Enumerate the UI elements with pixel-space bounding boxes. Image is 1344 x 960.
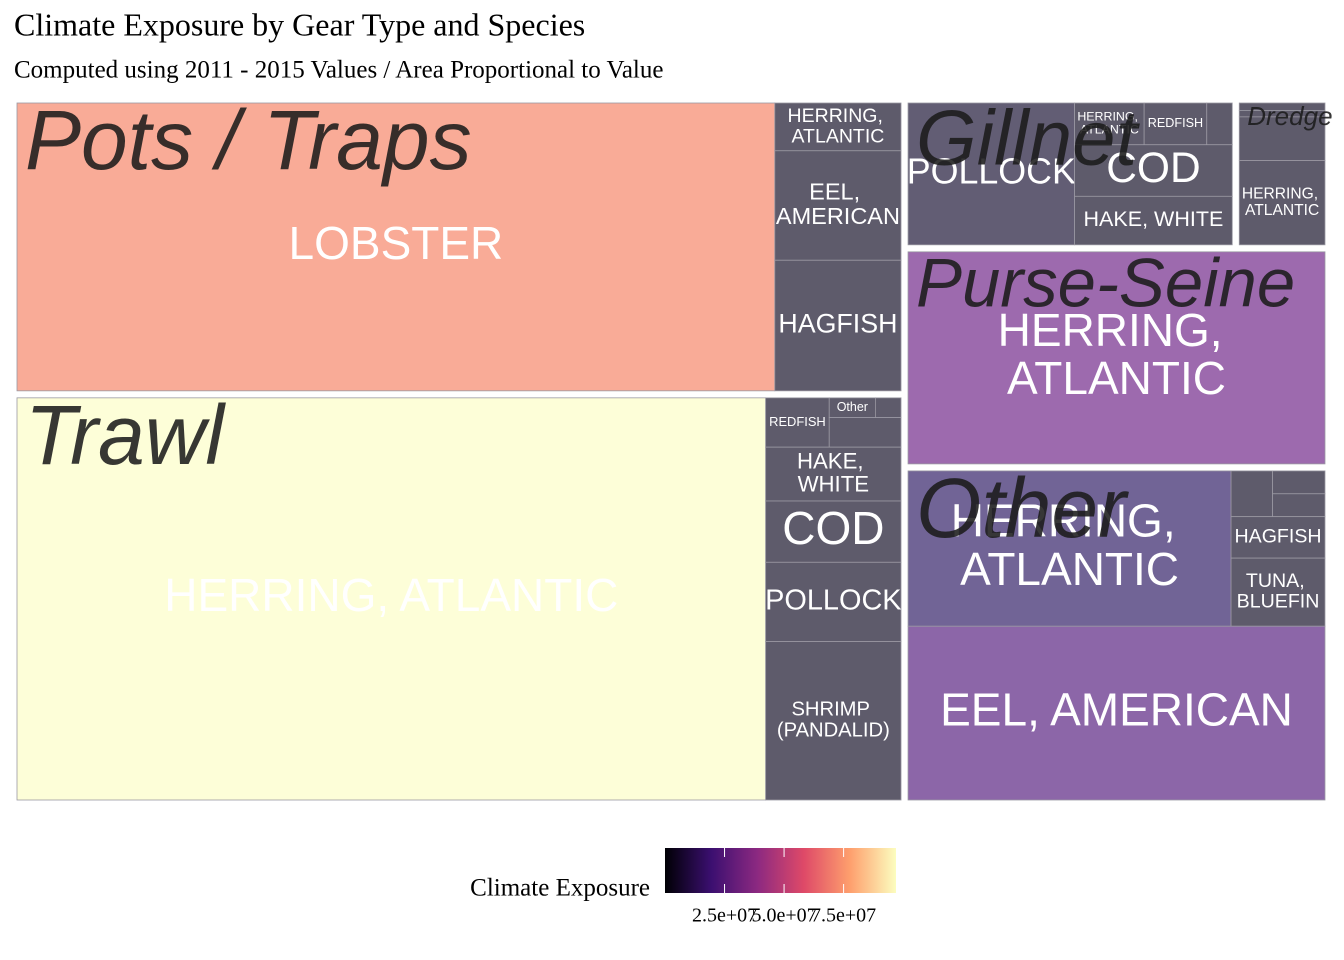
tile-label: Other xyxy=(837,400,868,414)
tile xyxy=(774,150,902,261)
tile xyxy=(907,470,1232,627)
tile-label: HAKE, WHITE xyxy=(797,448,870,496)
tile-label: HAGFISH xyxy=(1234,526,1321,548)
tile xyxy=(1206,102,1233,146)
chart-title: Climate Exposure by Gear Type and Specie… xyxy=(14,6,585,42)
tile xyxy=(828,417,902,448)
tile xyxy=(774,259,902,392)
tile-label: EEL, AMERICAN xyxy=(776,178,900,229)
tile-label: SHRIMP (PANDALID) xyxy=(777,698,890,741)
tile-label: HERRING, ATLANTIC xyxy=(951,495,1189,595)
tile-label: TUNA, BLUEFIN xyxy=(1237,570,1320,613)
tile-label: HERRING, ATLANTIC xyxy=(788,105,889,148)
tile-label: HAKE, WHITE xyxy=(1084,207,1224,231)
tile xyxy=(1272,493,1326,518)
tile xyxy=(1143,102,1208,146)
tile xyxy=(1074,195,1233,246)
tile-label: POLLOCK xyxy=(765,585,901,617)
tile xyxy=(774,102,902,152)
tile xyxy=(1238,160,1326,246)
tile-label: HERRING, ATLANTIC xyxy=(1077,110,1141,137)
tile xyxy=(1272,470,1326,495)
tile xyxy=(1230,557,1326,627)
tile xyxy=(1238,116,1326,161)
tile-label: HERRING, ATLANTIC xyxy=(998,304,1236,404)
tile-label: HERRING, ATLANTIC xyxy=(1242,186,1323,219)
tile xyxy=(1074,144,1233,197)
tile xyxy=(765,561,902,642)
group-label: Purse-Seine xyxy=(916,244,1295,321)
group-label: Pots / Traps xyxy=(25,93,472,187)
tile-label: HERRING, ATLANTIC xyxy=(164,569,618,621)
colorbar xyxy=(665,848,896,893)
tile xyxy=(1074,102,1145,146)
group-label: Other xyxy=(916,461,1129,555)
tile xyxy=(765,641,902,801)
tile xyxy=(765,500,902,563)
tile xyxy=(1230,516,1326,559)
tile xyxy=(16,102,776,392)
tile-label: EEL, AMERICAN xyxy=(940,683,1293,735)
legend-title: Climate Exposure xyxy=(470,875,650,902)
tile xyxy=(1230,470,1273,518)
tile xyxy=(874,397,902,418)
tile-label: HAGFISH xyxy=(778,309,897,339)
tile-label: REDFISH xyxy=(769,414,826,429)
tile xyxy=(907,102,1075,246)
tile xyxy=(765,446,902,502)
colorbar-tick-label: 5.0e+07 xyxy=(751,905,816,927)
tile xyxy=(907,251,1326,465)
legend: Climate Exposure 2.5e+075.0e+077.5e+07 xyxy=(470,848,896,927)
tile xyxy=(765,397,830,448)
tile-label: COD xyxy=(782,502,884,554)
tile-label: REDFISH xyxy=(1148,116,1203,130)
chart-subtitle: Computed using 2011 - 2015 Values / Area… xyxy=(14,57,663,84)
tile-label: LOBSTER xyxy=(289,217,504,269)
colorbar-tick-label: 7.5e+07 xyxy=(811,905,876,927)
tile-label: COD xyxy=(1106,145,1200,192)
tile xyxy=(16,397,767,801)
group-label: Trawl xyxy=(25,388,226,482)
treemap: LOBSTER HERRING, ATLANTIC EEL, AMERICAN HAG… xyxy=(16,93,1333,801)
colorbar-tick-label: 2.5e+07 xyxy=(692,905,757,927)
tile xyxy=(907,625,1326,801)
tile-label: POLLOCK xyxy=(907,151,1076,191)
group-label: Dredge xyxy=(1247,101,1332,131)
group-label: Gillnet xyxy=(916,94,1140,182)
